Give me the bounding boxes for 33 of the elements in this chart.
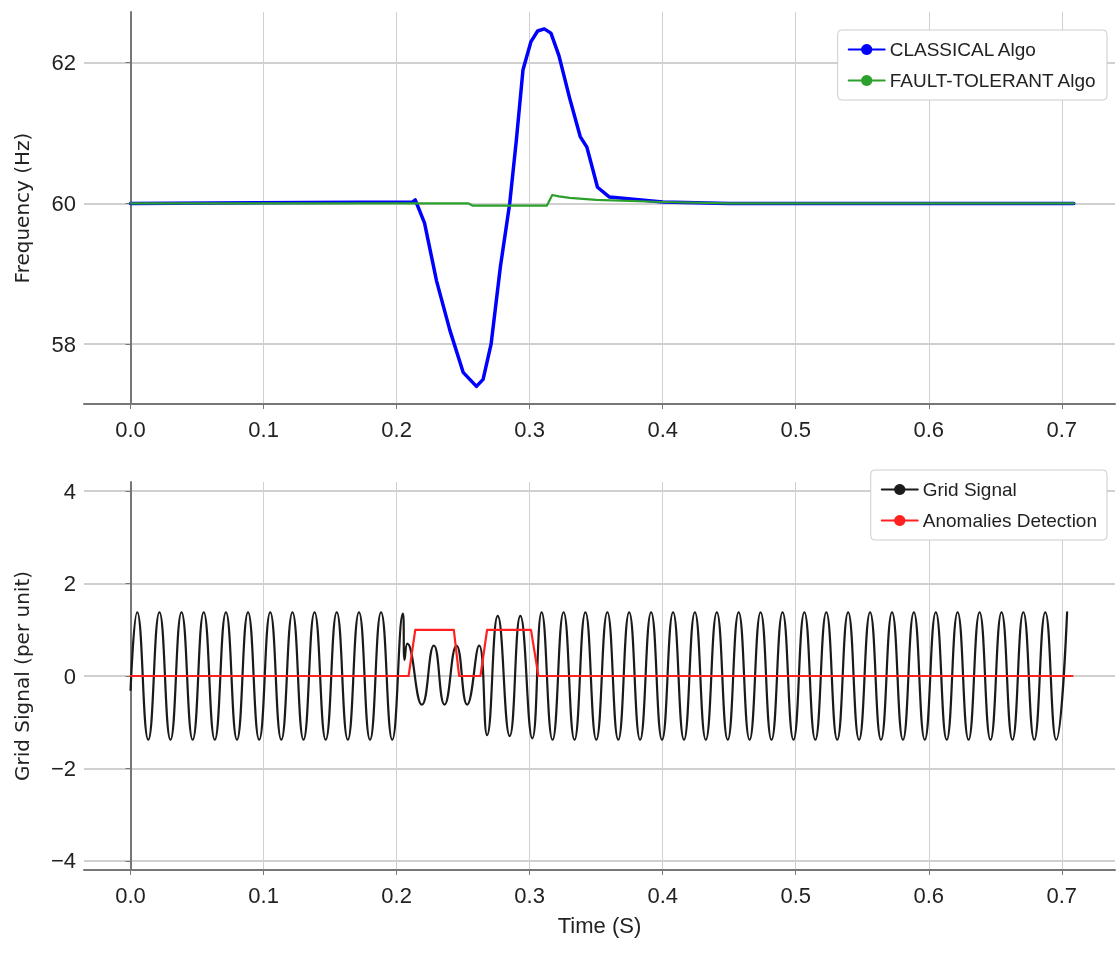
x-tick-label: 0.7 [1046, 882, 1078, 908]
y-tick-label: 60 [51, 190, 76, 216]
y-tick-label: 58 [51, 331, 76, 357]
y-tick-label: 4 [63, 478, 76, 504]
line-series [129, 193, 1075, 207]
y-tick-label: 62 [51, 50, 76, 76]
legend-label: FAULT-TOLERANT Algo [889, 70, 1096, 91]
legend-label: Grid Signal [922, 479, 1017, 500]
x-tick-label: 0.1 [248, 416, 279, 442]
x-tick-label: 0.4 [647, 416, 678, 442]
x-tick-label: 0.5 [780, 416, 812, 442]
y-axis-title: Grid Signal (per unit) [10, 570, 34, 782]
y-tick-label: 0 [63, 663, 76, 689]
x-tick-label: 0.6 [913, 416, 945, 442]
x-tick-label: 0.2 [381, 882, 412, 908]
x-tick-label: 0.4 [647, 882, 678, 908]
y-tick-label: −2 [50, 755, 76, 781]
x-tick-label: 0.6 [913, 882, 945, 908]
x-tick-label: 0.0 [115, 416, 146, 442]
legend-label: CLASSICAL Algo [889, 39, 1036, 60]
line-series [129, 611, 1069, 741]
x-tick-label: 0.1 [248, 882, 279, 908]
y-axis-title: Frequency (Hz) [10, 132, 34, 284]
x-tick-label: 0.2 [381, 416, 412, 442]
x-tick-label: 0.5 [780, 882, 812, 908]
x-tick-label: 0.3 [514, 416, 545, 442]
legend-label: Anomalies Detection [922, 510, 1098, 531]
x-axis-title: Time (S) [557, 912, 642, 938]
x-tick-label: 0.3 [514, 882, 545, 908]
x-tick-label: 0.0 [115, 882, 146, 908]
y-tick-label: 2 [63, 571, 76, 597]
x-tick-label: 0.7 [1046, 416, 1078, 442]
y-tick-label: −4 [50, 848, 76, 874]
